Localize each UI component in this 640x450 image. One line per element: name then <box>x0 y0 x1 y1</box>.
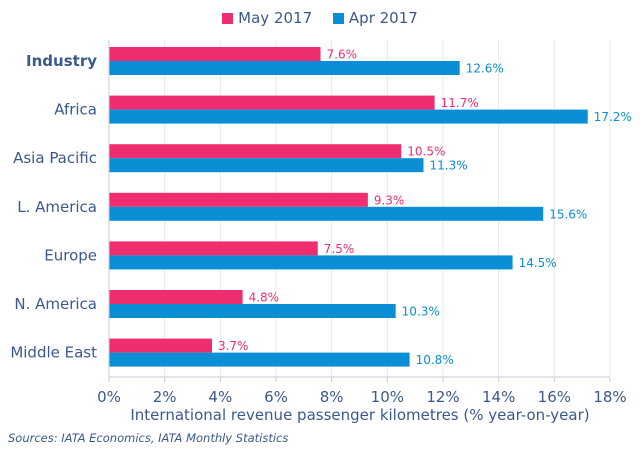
bar-apr-2017 <box>109 304 396 318</box>
bar-may-2017 <box>109 95 435 110</box>
x-tick-label: 12% <box>426 388 459 406</box>
data-label-may-2017: 11.7% <box>441 96 479 110</box>
x-axis: 0% 2% 4% 6% 8% 10% 12% 14% 16% 18% <box>97 40 627 406</box>
legend-item-may-2017: May 2017 <box>222 9 312 27</box>
x-tick-label: 2% <box>153 388 177 406</box>
bar-may-2017 <box>109 47 321 61</box>
x-axis-title: International revenue passenger kilometr… <box>130 406 589 424</box>
data-label-may-2017: 7.5% <box>324 242 355 256</box>
bars: 7.6% 12.6% 11.7% 17.2% 10.5%11.3% 9.3% 15.6% 7.… <box>109 47 632 367</box>
legend-item-apr-2017: Apr 2017 <box>332 9 418 27</box>
data-label-apr-2017: 10.3% <box>402 305 440 319</box>
data-label-apr-2017: 17.2% <box>594 110 632 124</box>
x-tick-label: 10% <box>371 388 404 406</box>
data-label-apr-2017: 14.5% <box>519 256 557 270</box>
data-label-may-2017: 10.5% <box>407 145 445 159</box>
bar-apr-2017 <box>109 61 460 75</box>
data-label-apr-2017: 10.8% <box>416 353 454 367</box>
data-label-may-2017: 9.3% <box>374 193 405 207</box>
data-label-may-2017: 4.8% <box>249 291 280 305</box>
bar-may-2017 <box>109 241 318 256</box>
category-label: N. America <box>14 295 97 313</box>
bar-may-2017 <box>109 290 243 304</box>
x-tick-label: 14% <box>482 388 515 406</box>
bar-may-2017 <box>109 338 212 353</box>
bar-apr-2017 <box>109 158 424 173</box>
data-label-may-2017: 3.7% <box>218 339 249 353</box>
legend: May 2017 Apr 2017 <box>0 9 640 28</box>
bar-apr-2017 <box>109 206 544 221</box>
category-labels: Industry Africa Asia Pacific L. America Euro… <box>10 52 97 362</box>
legend-label-apr-2017: Apr 2017 <box>348 9 418 27</box>
bar-may-2017 <box>109 192 368 207</box>
category-label: Asia Pacific <box>13 149 97 167</box>
bar-apr-2017 <box>109 255 513 270</box>
data-label-apr-2017: 12.6% <box>466 62 504 76</box>
x-tick-label: 4% <box>208 388 232 406</box>
source-note: Sources: IATA Economics, IATA Monthly St… <box>8 431 289 445</box>
legend-swatch-apr-2017 <box>332 12 344 24</box>
data-label-may-2017: 7.6% <box>327 48 358 62</box>
data-label-apr-2017: 15.6% <box>549 207 587 221</box>
legend-swatch-may-2017 <box>222 12 234 24</box>
bar-apr-2017 <box>109 352 410 367</box>
category-label: Europe <box>44 246 97 264</box>
x-tick-label: 16% <box>538 388 571 406</box>
data-label-apr-2017: 11.3% <box>430 159 468 173</box>
x-tick-label: 0% <box>97 388 121 406</box>
x-tick-label: 18% <box>593 388 626 406</box>
category-label: Middle East <box>10 344 97 362</box>
x-tick-label: 8% <box>320 388 344 406</box>
category-label: Africa <box>54 101 97 119</box>
category-label: L. America <box>17 198 97 216</box>
bar-may-2017 <box>109 144 402 159</box>
x-tick-label: 6% <box>264 388 288 406</box>
category-label: Industry <box>26 52 97 70</box>
legend-label-may-2017: May 2017 <box>238 9 313 27</box>
bar-apr-2017 <box>109 109 588 124</box>
